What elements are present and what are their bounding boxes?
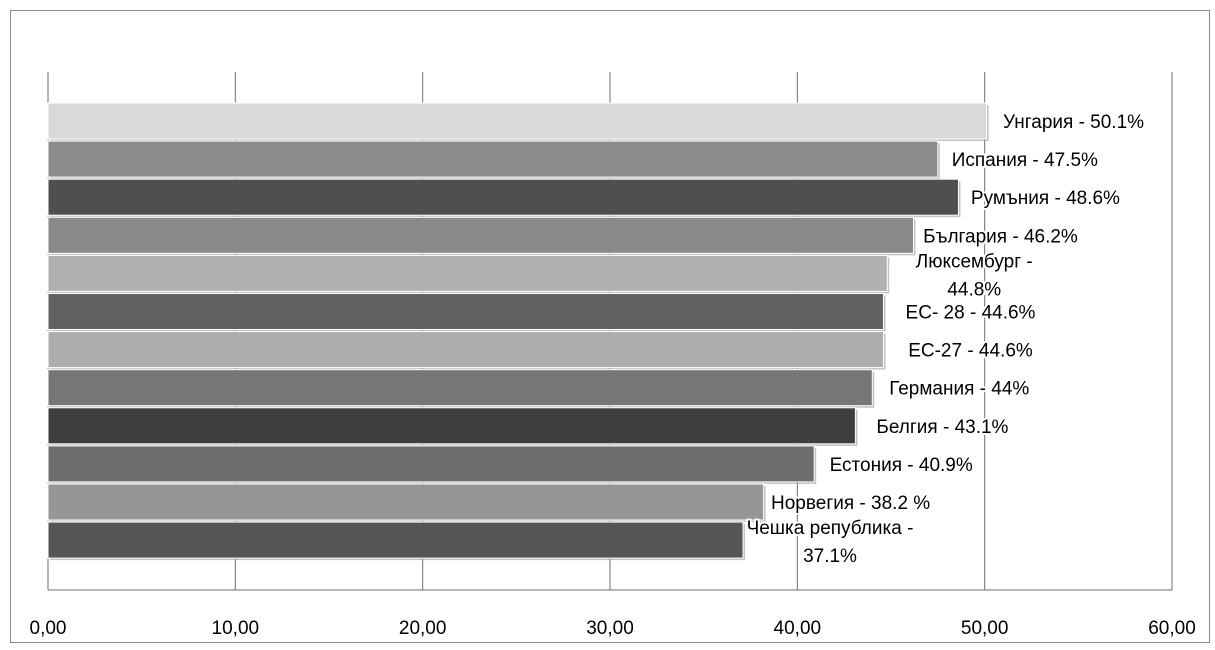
- x-tick-label: 0,00: [30, 618, 67, 639]
- bar-data-label: ЕС-27 - 44.6%: [908, 341, 1033, 362]
- bar: [47, 445, 815, 483]
- x-tick-label: 40,00: [774, 618, 822, 639]
- x-tick-label: 10,00: [212, 618, 260, 639]
- bar: [47, 331, 885, 369]
- bar: [47, 483, 765, 521]
- bar-data-label: Румъния - 48.6%: [971, 188, 1120, 209]
- bar-data-label: Унгария - 50.1%: [1003, 112, 1144, 133]
- x-tick-label: 30,00: [586, 618, 634, 639]
- bar-data-label: Германия - 44%: [889, 379, 1029, 400]
- bar-data-label: ЕС- 28 - 44.6%: [906, 303, 1036, 324]
- bar-data-label: Норвегия - 38.2 %: [771, 493, 930, 514]
- x-tick-label: 50,00: [961, 618, 1009, 639]
- bar-data-label: Люксембург -44.8%: [916, 251, 1033, 300]
- bar-labels: Унгария - 50.1% Испания - 47.5% Румъния - …: [745, 110, 1147, 569]
- bar-data-label: Чешка република -37.1%: [747, 518, 914, 567]
- bar-data-label: Белгия - 43.1%: [876, 417, 1008, 438]
- x-tick-label: 60,00: [1148, 618, 1196, 639]
- bar-data-label: България - 46.2%: [923, 226, 1078, 247]
- bar: [47, 102, 988, 140]
- bar: [47, 369, 873, 407]
- bar: [47, 254, 888, 292]
- x-axis-ticks: 0,00 10,00 20,00 30,00 40,00 50,00 60,00: [30, 618, 1196, 639]
- bar: [47, 140, 939, 178]
- x-tick-label: 20,00: [399, 618, 447, 639]
- bars: [47, 102, 989, 561]
- bar: [47, 293, 885, 330]
- bar: [47, 407, 856, 445]
- bar-data-label: Испания - 47.5%: [952, 150, 1098, 171]
- bar-data-label: Естония - 40.9%: [830, 455, 973, 476]
- bar: [47, 521, 744, 559]
- bar: [47, 178, 959, 216]
- bar: [47, 216, 914, 254]
